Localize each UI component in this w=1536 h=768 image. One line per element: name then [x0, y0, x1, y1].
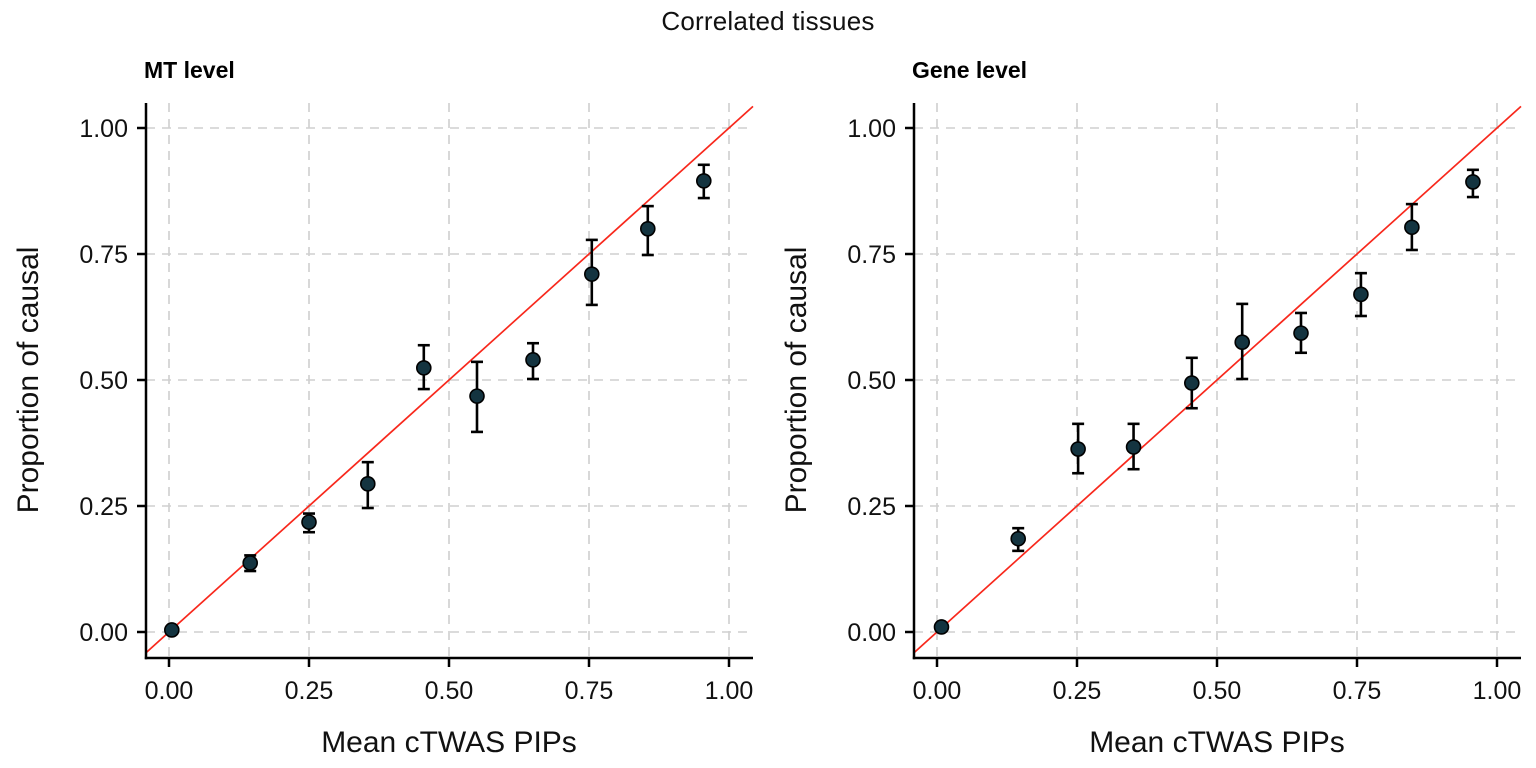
data-point [933, 619, 950, 635]
data-point [1293, 325, 1309, 341]
data-point [242, 555, 258, 571]
data-point [301, 514, 317, 530]
data-point [1010, 530, 1026, 547]
x-tick-label: 1.00 [705, 677, 754, 705]
data-point [1353, 286, 1369, 303]
data-point [1404, 219, 1420, 236]
y-axis-title: Proportion of causal [780, 247, 813, 514]
y-tick-label: 0.25 [79, 493, 128, 521]
data-point [695, 173, 712, 189]
data-point [525, 352, 541, 368]
y-tick-label: 0.25 [847, 493, 896, 521]
x-tick-label: 0.75 [1333, 677, 1382, 705]
x-tick-label: 0.50 [425, 677, 474, 705]
y-tick-label: 0.50 [79, 367, 128, 395]
y-tick-label: 0.50 [847, 367, 896, 395]
data-point [164, 622, 180, 638]
data-point [583, 266, 600, 282]
y-tick-label: 1.00 [79, 115, 128, 143]
x-tick-label: 0.50 [1193, 677, 1242, 705]
data-point [1234, 334, 1251, 351]
x-tick-label: 0.25 [1053, 677, 1102, 705]
data-point [359, 476, 376, 492]
plot-area-gene-level: 0.00 0.25 0.50 0.75 1.00 0.00 0.25 0.50 0.75 1.00 [847, 103, 1522, 705]
x-tick-label: 0.25 [285, 677, 334, 705]
y-tick-label: 0.75 [79, 241, 128, 269]
data-point [639, 221, 656, 237]
identity-line [913, 105, 1522, 654]
y-axis-title: Proportion of causal [12, 247, 45, 514]
panel-title-gene-level: Gene level [912, 57, 1027, 83]
plot-area-mt-level: 0.00 0.25 0.50 0.75 1.00 0.00 0.25 0.50 0.75 1.00 [79, 103, 754, 705]
chart-panel-mt-level: MT level 0.00 0.25 0.50 0.75 1.00 0.00 0.25 0.5… [12, 57, 754, 759]
x-tick-label: 0.75 [565, 677, 614, 705]
data-point [1125, 439, 1142, 455]
y-tick-label: 0.75 [847, 241, 896, 269]
x-axis-title: Mean cTWAS PIPs [321, 726, 577, 759]
data-point [1465, 174, 1481, 190]
y-tick-label: 0.00 [79, 619, 128, 647]
data-point [1183, 375, 1200, 391]
x-tick-label: 1.00 [1473, 677, 1522, 705]
y-tick-label: 0.00 [847, 619, 896, 647]
x-tick-label: 0.00 [913, 677, 962, 705]
panel-title-mt-level: MT level [144, 57, 235, 83]
data-point [1070, 441, 1086, 457]
data-point [469, 388, 485, 404]
figure-title: Correlated tissues [661, 6, 875, 36]
data-point [415, 360, 432, 376]
x-tick-label: 0.00 [145, 677, 194, 705]
x-axis-title: Mean cTWAS PIPs [1089, 726, 1345, 759]
chart-panel-gene-level: Gene level 0.00 0.25 0.50 0.75 1.000.000.250… [780, 57, 1522, 759]
y-tick-label: 1.00 [847, 115, 896, 143]
